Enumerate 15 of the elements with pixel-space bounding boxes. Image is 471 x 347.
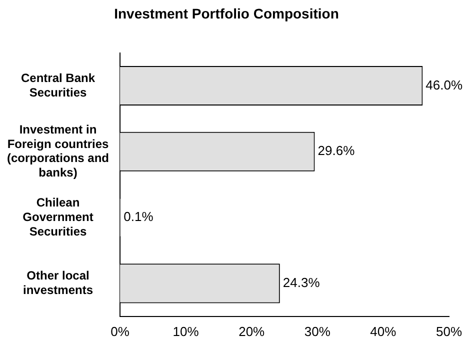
data-label: 46.0% (426, 77, 463, 92)
y-tick-label: Other local investments (22, 268, 94, 297)
x-tick-label: 50% (436, 324, 462, 339)
x-tick-label: 30% (304, 324, 331, 339)
x-tick-label: 40% (370, 324, 397, 339)
y-tick-label: Investment in Foreign countries (corporations and banks) (6, 122, 110, 180)
data-label: 29.6% (318, 143, 356, 158)
x-tick-label: 0% (110, 324, 130, 339)
x-tick-label: 10% (172, 324, 200, 339)
y-tick-label: Chilean Government Securities (22, 195, 94, 238)
data-label: 0.1% (124, 209, 154, 224)
x-tick-label: 20% (238, 324, 266, 339)
y-tick-label: Central Bank Securities (20, 70, 96, 100)
data-label: 24.3% (282, 275, 320, 290)
chart-title: Investment Portfolio Composition (114, 5, 339, 22)
